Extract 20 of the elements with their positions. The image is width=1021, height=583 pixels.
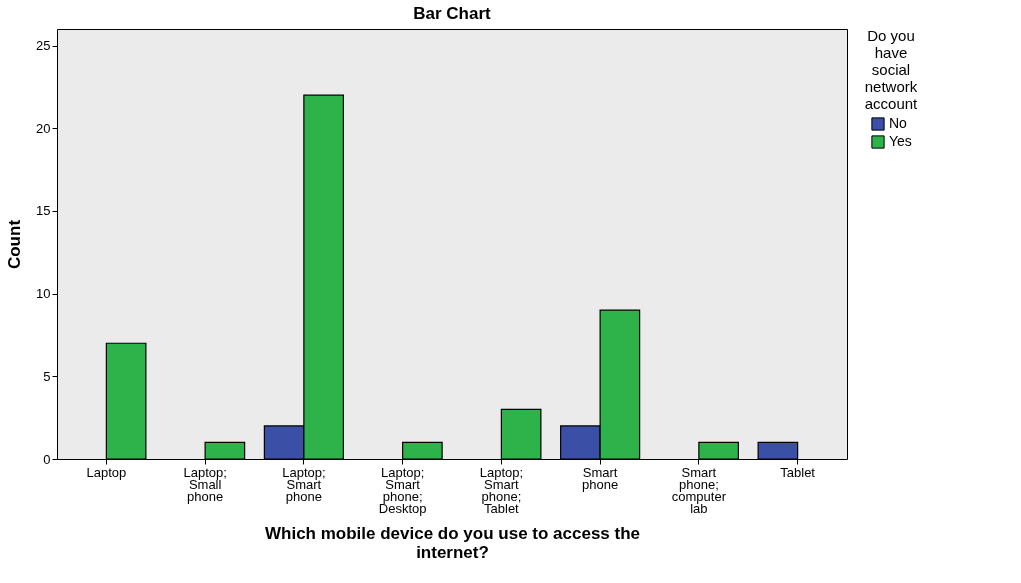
legend-label: Yes (889, 133, 912, 149)
y-axis-title: Count (5, 219, 25, 270)
y-tick-label: 10 (36, 286, 51, 302)
legend-title: Do you have social network account (864, 27, 919, 112)
y-tick-label: 0 (43, 451, 51, 467)
x-tick-label: Tablet (780, 464, 816, 480)
x-tick-label: Laptop; Smart phone; Desktop (378, 464, 427, 516)
y-tick-label: 5 (43, 368, 51, 384)
x-tick-label: Smart phone; computer lab (671, 464, 727, 516)
y-tick-label: 15 (36, 203, 51, 219)
x-tick-label: Smart phone (582, 464, 619, 492)
y-tick-label: 25 (36, 38, 51, 54)
y-tick-label: 20 (36, 120, 51, 136)
x-tick-label: Laptop; Smart phone; Tablet (479, 464, 524, 516)
legend-label: No (889, 115, 908, 131)
chart-title: Bar Chart (413, 4, 492, 23)
x-tick-label: Laptop (86, 464, 127, 480)
x-tick-label: Laptop; Smart phone (282, 464, 326, 504)
x-axis-title: Which mobile device do you use to access the internet? (264, 523, 641, 562)
x-tick-label: Laptop; Small phone (183, 464, 227, 504)
